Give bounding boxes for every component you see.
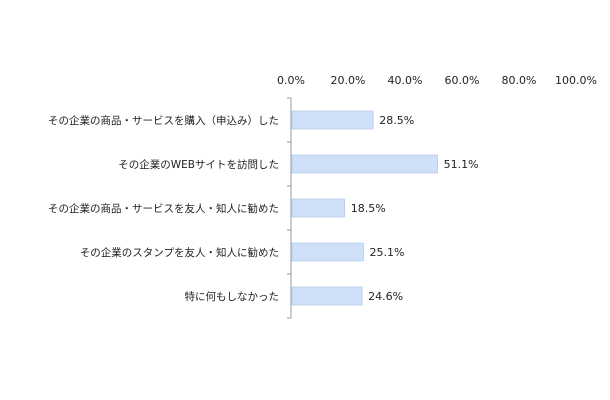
category-label: その企業の商品・サービスを購入（申込み）した [48,114,279,127]
x-tick-label: 0.0% [277,74,305,87]
category-label: その企業のWEBサイトを訪問した [118,158,279,171]
x-tick-label: 80.0% [502,74,537,87]
data-label: 25.1% [370,246,405,259]
data-label: 24.6% [368,290,403,303]
x-tick-label: 100.0% [555,74,597,87]
bar [291,198,346,218]
x-tick-label: 60.0% [445,74,480,87]
category-label: その企業の商品・サービスを友人・知人に勧めた [48,202,279,215]
bar [291,154,438,174]
category-label: 特に何もしなかった [185,290,280,303]
data-label: 18.5% [351,202,386,215]
data-label: 28.5% [379,114,414,127]
data-label: 51.1% [444,158,479,171]
bar [291,286,363,306]
bar [291,242,364,262]
x-tick-label: 40.0% [388,74,423,87]
category-label: その企業のスタンプを友人・知人に勧めた [80,246,279,259]
x-tick-label: 20.0% [331,74,366,87]
bar [291,110,374,130]
